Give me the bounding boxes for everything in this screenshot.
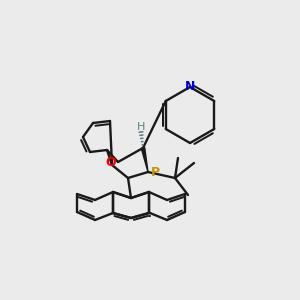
- Polygon shape: [141, 148, 148, 172]
- Text: O: O: [106, 157, 116, 169]
- Text: P: P: [150, 166, 160, 178]
- Text: H: H: [137, 122, 145, 132]
- Text: N: N: [185, 80, 195, 92]
